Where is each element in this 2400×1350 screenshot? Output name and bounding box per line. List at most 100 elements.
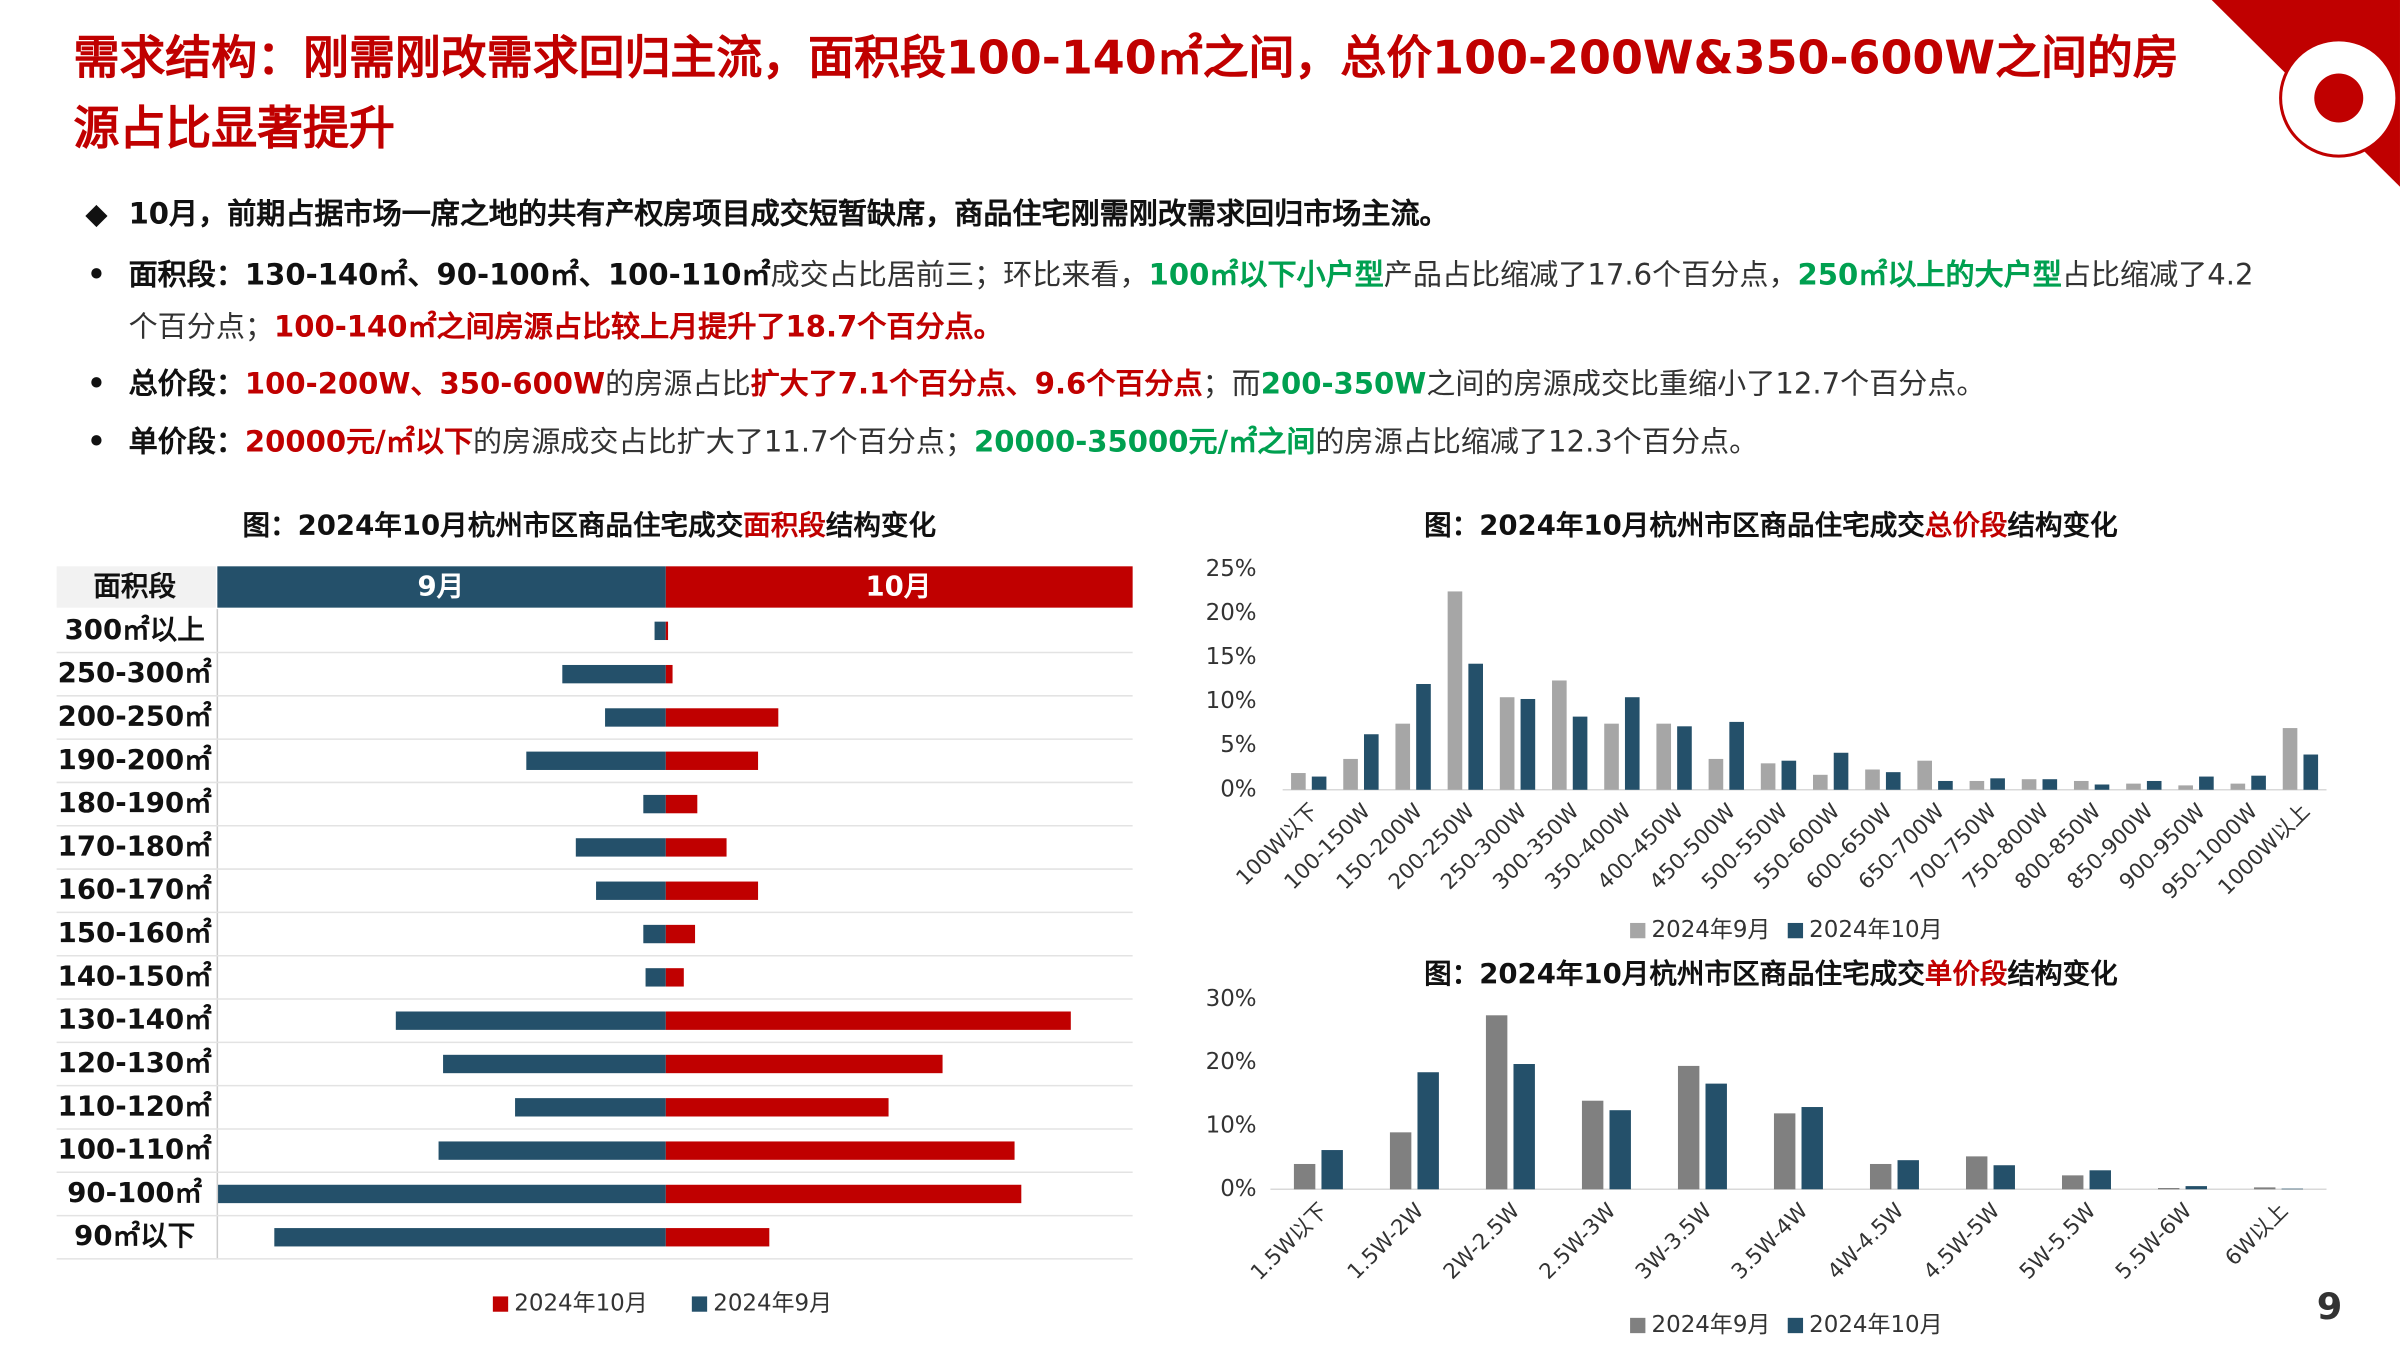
- slide-title: 需求结构：刚需刚改需求回归主流，面积段100-140㎡之间，总价100-200W…: [73, 32, 2179, 157]
- chart-title-part: 单价段: [1925, 958, 2008, 990]
- row-label: 130-140㎡: [58, 1004, 212, 1036]
- bullet-run: 成交占比居前三；环比来看，: [770, 258, 1149, 293]
- bar: [665, 708, 779, 727]
- bullet-run: 之间的房源成交比重缩小了12.7个百分点。: [1426, 367, 1986, 402]
- bar: [2158, 1188, 2180, 1190]
- bullet-marker: •: [87, 425, 106, 460]
- bar: [1677, 1065, 1700, 1190]
- bar: [1291, 773, 1306, 790]
- header-cell: [56, 566, 216, 608]
- legend-label: 2024年9月: [1652, 917, 1771, 943]
- bullet-run: 20000元/㎡以下: [244, 425, 474, 460]
- bar: [1293, 1163, 1316, 1190]
- row-label: 110-120㎡: [58, 1090, 212, 1122]
- row-label: 250-300㎡: [58, 657, 212, 689]
- bar: [1729, 721, 1744, 790]
- bar: [2094, 784, 2110, 790]
- bar: [1781, 760, 1797, 790]
- chart-title: 图：2024年10月杭州市区商品住宅成交单价段结构变化: [1424, 958, 2118, 990]
- bar: [2073, 780, 2089, 790]
- bar: [2178, 785, 2193, 790]
- bullet-run: 的房源占比缩减了12.3个百分点。: [1315, 425, 1759, 460]
- bar: [665, 1054, 943, 1074]
- bar: [1969, 780, 1985, 790]
- bullet-text: 10月，前期占据市场一席之地的共有产权房项目成交短暂缺席，商品住宅刚需刚改需求回…: [129, 188, 2278, 240]
- bullet-run: 100-140㎡之间房源占比较上月提升了18.7个百分点。: [274, 310, 1003, 345]
- bar: [1520, 698, 1536, 790]
- bar: [526, 751, 666, 770]
- row-label: 90-100㎡: [67, 1177, 202, 1209]
- bullet: • 总价段：100-200W、350-600W的房源占比扩大了7.1个百分点、9.…: [73, 358, 2277, 410]
- y-tick-label: 30%: [1206, 986, 1257, 1012]
- bullet-run: 占比缩减了4.2个百分点；: [128, 258, 2254, 345]
- y-tick-label: 15%: [1206, 644, 1257, 670]
- row-label: 140-150㎡: [58, 960, 212, 992]
- bar: [1581, 1100, 1604, 1190]
- bar: [1656, 723, 1672, 790]
- bullet-marker: •: [87, 258, 106, 293]
- header-label: 9月: [417, 571, 464, 603]
- bullet: ◆ 10月，前期占据市场一席之地的共有产权房项目成交短暂缺席，商品住宅刚需刚改需求…: [73, 188, 2277, 240]
- y-tick-label: 0%: [1220, 1176, 1256, 1202]
- bar: [2146, 780, 2162, 790]
- row-label: 100-110㎡: [58, 1134, 212, 1166]
- bar: [1869, 1163, 1892, 1190]
- legend-swatch: [492, 1296, 509, 1312]
- y-tick-label: 20%: [1206, 600, 1257, 626]
- bar: [1468, 663, 1483, 790]
- row-label: 120-130㎡: [58, 1047, 212, 1079]
- bullet-run: 20000-35000元/㎡之间: [974, 425, 1316, 460]
- bar: [1604, 723, 1619, 790]
- bar: [1321, 1150, 1343, 1190]
- chart-title: 图：2024年10月杭州市区商品住宅成交面积段结构变化: [243, 510, 937, 542]
- legend-swatch: [691, 1296, 708, 1312]
- bar: [1624, 697, 1640, 790]
- y-tick-label: 5%: [1220, 732, 1256, 758]
- y-tick-label: 20%: [1206, 1049, 1257, 1075]
- bar: [665, 924, 696, 944]
- bar: [1677, 726, 1692, 790]
- bar: [1865, 769, 1880, 790]
- x-tick-label: 1.5W-2W: [1343, 1198, 1429, 1284]
- legend-swatch: [1787, 1317, 1804, 1334]
- row-label: 190-200㎡: [58, 744, 212, 776]
- chart-title-part: 图：2024年10月杭州市区商品住宅成交: [1424, 510, 1925, 542]
- bar: [665, 794, 698, 814]
- legend-label: 2024年10月: [1809, 1312, 1942, 1338]
- bar: [2303, 754, 2319, 790]
- bar: [654, 621, 666, 641]
- legend-label: 2024年9月: [713, 1291, 832, 1317]
- y-tick-label: 25%: [1206, 556, 1257, 582]
- bar: [2185, 1186, 2207, 1190]
- row-label: 160-170㎡: [58, 874, 212, 906]
- bar: [1343, 758, 1358, 790]
- bar: [665, 1011, 1071, 1030]
- row-label: 90㎡以下: [74, 1220, 195, 1252]
- logo-core: [2314, 73, 2364, 123]
- x-tick-label: 3W-3.5W: [1631, 1198, 1717, 1284]
- chart-title-part: 面积段: [743, 510, 826, 542]
- bar: [2021, 779, 2037, 790]
- bullet-run: 的房源占比: [605, 367, 751, 402]
- bar: [1885, 772, 1901, 790]
- bar: [665, 968, 684, 987]
- bar: [575, 838, 666, 857]
- bullet-run: 100-200W、350-600W: [244, 367, 606, 402]
- bar: [1965, 1156, 1988, 1190]
- bar: [645, 968, 666, 987]
- bar: [1513, 1064, 1535, 1190]
- bar: [1705, 1083, 1727, 1190]
- bar: [1417, 1072, 1439, 1190]
- legend-label: 2024年9月: [1652, 1312, 1771, 1338]
- bullet-run: 10月，前期占据市场一席之地的共有产权房项目成交短暂缺席，商品住宅刚需刚改需求回…: [128, 197, 1449, 232]
- bar: [395, 1011, 666, 1030]
- x-tick-label: 4.5W-5W: [1919, 1198, 2005, 1284]
- bar: [1833, 752, 1849, 790]
- header-label: 面积段: [93, 571, 176, 603]
- bar: [1801, 1107, 1823, 1190]
- bullet-marker: •: [87, 367, 106, 402]
- legend-label: 2024年10月: [1809, 917, 1942, 943]
- bullet-run: 的房源成交占比扩大了11.7个百分点；: [473, 425, 975, 460]
- bar: [2282, 728, 2298, 790]
